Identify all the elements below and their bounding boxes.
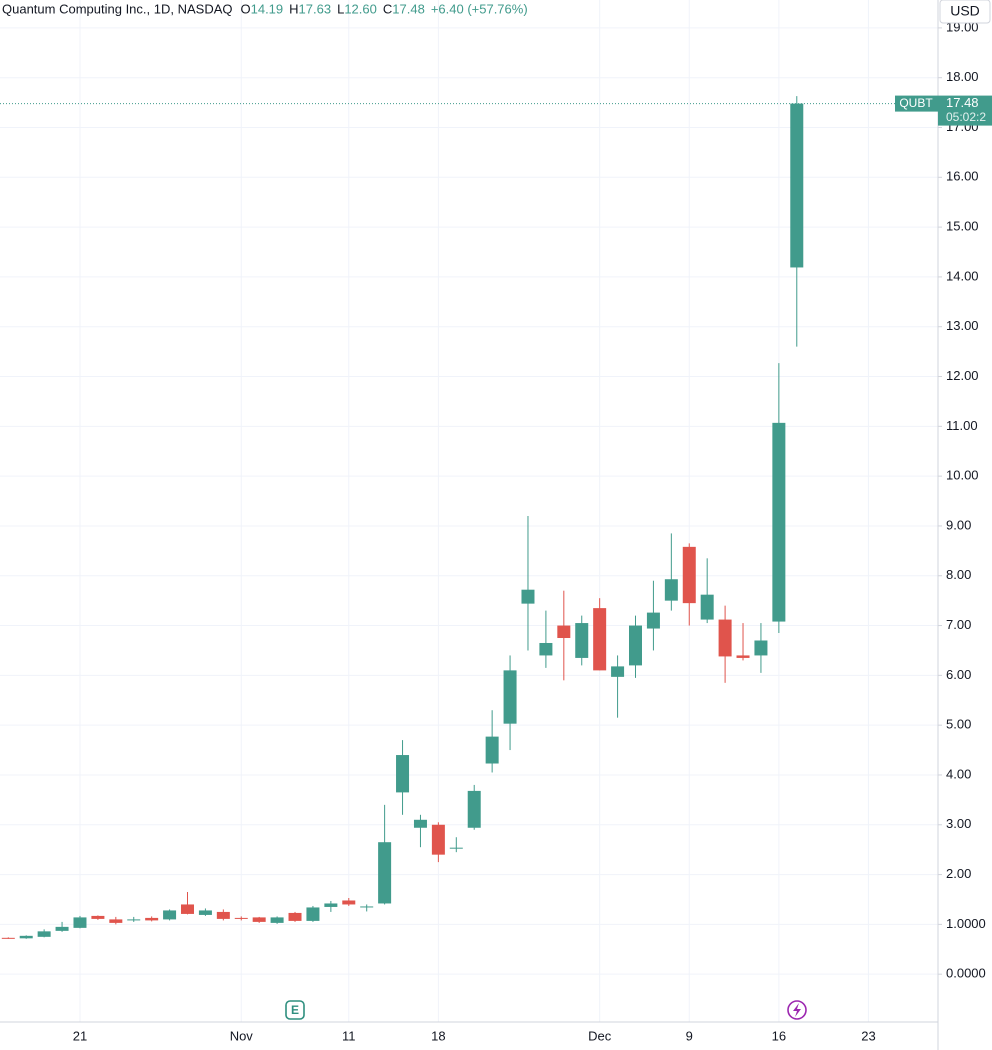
y-tick-label: 9.00 bbox=[946, 517, 971, 532]
candle-body bbox=[216, 911, 230, 919]
x-tick-label: 21 bbox=[73, 1028, 87, 1043]
candle-body bbox=[234, 917, 248, 919]
candle-body bbox=[431, 824, 445, 855]
countdown: 05:02:2 bbox=[946, 110, 986, 124]
ohlc-key: O bbox=[240, 1, 250, 16]
lightning-icon bbox=[793, 1003, 801, 1017]
candle-body bbox=[629, 625, 642, 666]
candle-body bbox=[611, 666, 625, 677]
y-tick-label: 2.00 bbox=[946, 866, 971, 881]
candle-body bbox=[163, 910, 177, 920]
header: Quantum Computing Inc., 1D, NASDAQ O 14.1… bbox=[2, 1, 528, 16]
y-tick-label: 14.00 bbox=[946, 268, 979, 283]
candle-body bbox=[646, 612, 660, 629]
candle-body bbox=[1, 937, 15, 939]
y-tick-label: 0.0000 bbox=[946, 966, 986, 981]
ohlc-value: 12.60 bbox=[344, 1, 377, 16]
candle-body bbox=[700, 594, 714, 620]
candle-body bbox=[306, 907, 320, 921]
y-tick-label: 18.00 bbox=[946, 69, 979, 84]
candle-body bbox=[413, 819, 427, 828]
candle-body bbox=[790, 103, 804, 268]
y-tick-label: 8.00 bbox=[946, 567, 971, 582]
candle-body bbox=[593, 608, 607, 671]
ohlc-value: 17.63 bbox=[299, 1, 332, 16]
last-price-label: 17.48 bbox=[946, 95, 979, 110]
earnings-label[interactable]: E bbox=[291, 1003, 299, 1017]
candle-body bbox=[252, 917, 266, 922]
x-tick-label: Nov bbox=[230, 1028, 254, 1043]
ohlc-key: C bbox=[383, 1, 392, 16]
y-tick-label: 16.00 bbox=[946, 169, 979, 184]
ohlc-key: L bbox=[337, 1, 344, 16]
candle-body bbox=[449, 847, 463, 849]
x-tick-label: 18 bbox=[431, 1028, 445, 1043]
x-tick-label: 11 bbox=[342, 1028, 356, 1043]
candle-body bbox=[521, 589, 535, 604]
candle-body bbox=[503, 670, 517, 724]
candle-body bbox=[73, 917, 87, 928]
candle-body bbox=[181, 904, 194, 914]
currency-label[interactable]: USD bbox=[950, 3, 980, 19]
y-tick-label: 11.00 bbox=[946, 418, 978, 433]
grid bbox=[0, 0, 938, 1022]
x-tick-label: Dec bbox=[588, 1028, 612, 1043]
candle-body bbox=[682, 546, 696, 604]
candle-body bbox=[378, 842, 392, 904]
candle-body bbox=[485, 736, 499, 764]
y-tick-label: 13.00 bbox=[946, 318, 979, 333]
candle-body bbox=[198, 910, 212, 915]
currency-button[interactable] bbox=[939, 0, 991, 24]
candle-body bbox=[342, 900, 356, 905]
y-tick-label: 12.00 bbox=[946, 368, 979, 383]
symbol-tag bbox=[895, 95, 938, 112]
candle-body bbox=[772, 422, 786, 622]
candle-body bbox=[539, 642, 553, 656]
candle-body bbox=[754, 640, 768, 656]
y-tick-label: 6.00 bbox=[946, 667, 971, 682]
symbol-label: QUBT bbox=[899, 96, 933, 110]
candles bbox=[1, 96, 804, 939]
y-tick-label: 5.00 bbox=[946, 717, 971, 732]
y-tick-label: 7.00 bbox=[946, 617, 971, 632]
candle-body bbox=[736, 655, 750, 658]
candle-body bbox=[575, 623, 589, 658]
x-tick-label: 16 bbox=[772, 1028, 786, 1043]
ohlc-key: H bbox=[289, 1, 298, 16]
candle-body bbox=[270, 917, 284, 923]
candle-body bbox=[288, 912, 302, 921]
y-tick-label: 1.0000 bbox=[946, 916, 986, 931]
candle-body bbox=[109, 919, 123, 923]
chart-title: Quantum Computing Inc., 1D, NASDAQ bbox=[2, 1, 232, 16]
candle-body bbox=[557, 625, 571, 639]
y-tick-label: 4.00 bbox=[946, 766, 971, 781]
change: +6.40 (+57.76%) bbox=[431, 1, 528, 16]
candle-body bbox=[718, 619, 732, 657]
candle-body bbox=[396, 755, 410, 793]
price-tag-box bbox=[938, 95, 992, 126]
ohlc-value: 17.48 bbox=[392, 1, 425, 16]
ohlc-value: 14.19 bbox=[251, 1, 284, 16]
candle-body bbox=[55, 926, 69, 931]
x-tick-label: 9 bbox=[686, 1028, 693, 1043]
y-tick-label: 3.00 bbox=[946, 816, 971, 831]
candle-body bbox=[91, 915, 105, 919]
candle-body bbox=[19, 935, 33, 939]
candle-body bbox=[360, 906, 374, 908]
candle-body bbox=[467, 790, 481, 828]
candle-body bbox=[145, 917, 159, 921]
x-tick-label: 23 bbox=[861, 1028, 875, 1043]
candle-body bbox=[127, 919, 141, 921]
y-tick-label: 10.00 bbox=[946, 468, 979, 483]
y-tick-label: 15.00 bbox=[946, 219, 979, 234]
candle-body bbox=[324, 903, 338, 907]
candle-body bbox=[37, 931, 51, 937]
axes: 0.0000 1.0000 2.00 3.00 4.00 5.00 6.00 7.00 8.00… bbox=[73, 19, 986, 1043]
candle-body bbox=[664, 579, 678, 601]
earnings-icon[interactable] bbox=[285, 1000, 305, 1020]
